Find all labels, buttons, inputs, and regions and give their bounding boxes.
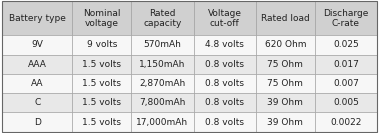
Bar bbox=[315, 35, 377, 55]
Bar bbox=[131, 1, 194, 35]
Bar bbox=[194, 112, 256, 132]
Text: 0.8 volts: 0.8 volts bbox=[205, 60, 244, 69]
Text: 9V: 9V bbox=[31, 40, 43, 49]
Text: 1.5 volts: 1.5 volts bbox=[82, 98, 121, 107]
Bar bbox=[315, 55, 377, 74]
Bar bbox=[315, 74, 377, 93]
Text: 2,870mAh: 2,870mAh bbox=[139, 79, 185, 88]
Text: D: D bbox=[34, 118, 41, 126]
Text: 0.005: 0.005 bbox=[333, 98, 359, 107]
Bar bbox=[256, 1, 315, 35]
Text: Nominal
voltage: Nominal voltage bbox=[83, 9, 121, 28]
Text: AA: AA bbox=[31, 79, 44, 88]
Text: AAA: AAA bbox=[28, 60, 47, 69]
Text: 9 volts: 9 volts bbox=[86, 40, 117, 49]
Bar bbox=[131, 112, 194, 132]
Text: 0.025: 0.025 bbox=[333, 40, 359, 49]
Bar bbox=[194, 1, 256, 35]
Text: 1.5 volts: 1.5 volts bbox=[82, 60, 121, 69]
Bar bbox=[2, 74, 72, 93]
Bar bbox=[131, 55, 194, 74]
Bar bbox=[315, 93, 377, 112]
Bar bbox=[2, 93, 72, 112]
Text: 39 Ohm: 39 Ohm bbox=[267, 118, 303, 126]
Bar bbox=[2, 1, 72, 35]
Bar bbox=[315, 112, 377, 132]
Bar bbox=[72, 55, 131, 74]
Text: 0.0022: 0.0022 bbox=[330, 118, 362, 126]
Bar bbox=[256, 93, 315, 112]
Bar bbox=[72, 93, 131, 112]
Bar bbox=[256, 55, 315, 74]
Text: 1.5 volts: 1.5 volts bbox=[82, 79, 121, 88]
Text: 39 Ohm: 39 Ohm bbox=[267, 98, 303, 107]
Text: Rated
capacity: Rated capacity bbox=[143, 9, 182, 28]
Text: 0.8 volts: 0.8 volts bbox=[205, 118, 244, 126]
Bar bbox=[72, 35, 131, 55]
Text: C: C bbox=[34, 98, 40, 107]
Text: 1,150mAh: 1,150mAh bbox=[139, 60, 185, 69]
Text: Rated load: Rated load bbox=[261, 14, 310, 23]
Bar bbox=[256, 35, 315, 55]
Text: 17,000mAh: 17,000mAh bbox=[136, 118, 188, 126]
Bar bbox=[194, 93, 256, 112]
Bar bbox=[72, 112, 131, 132]
Text: Discharge
C-rate: Discharge C-rate bbox=[323, 9, 368, 28]
Text: Battery type: Battery type bbox=[9, 14, 66, 23]
Text: Voltage
cut-off: Voltage cut-off bbox=[208, 9, 242, 28]
Text: 75 Ohm: 75 Ohm bbox=[267, 79, 303, 88]
Bar bbox=[2, 35, 72, 55]
Bar bbox=[194, 55, 256, 74]
Bar bbox=[72, 74, 131, 93]
Bar bbox=[131, 35, 194, 55]
Bar bbox=[194, 35, 256, 55]
Bar bbox=[72, 1, 131, 35]
Text: 4.8 volts: 4.8 volts bbox=[205, 40, 244, 49]
Text: 0.017: 0.017 bbox=[333, 60, 359, 69]
Text: 7,800mAh: 7,800mAh bbox=[139, 98, 185, 107]
Text: 0.8 volts: 0.8 volts bbox=[205, 98, 244, 107]
Text: 75 Ohm: 75 Ohm bbox=[267, 60, 303, 69]
Text: 0.007: 0.007 bbox=[333, 79, 359, 88]
Bar bbox=[194, 74, 256, 93]
Text: 570mAh: 570mAh bbox=[143, 40, 181, 49]
Text: 620 Ohm: 620 Ohm bbox=[265, 40, 306, 49]
Bar bbox=[2, 112, 72, 132]
Text: 0.8 volts: 0.8 volts bbox=[205, 79, 244, 88]
Text: 1.5 volts: 1.5 volts bbox=[82, 118, 121, 126]
Bar bbox=[2, 55, 72, 74]
Bar bbox=[131, 74, 194, 93]
Bar bbox=[315, 1, 377, 35]
Bar bbox=[256, 112, 315, 132]
Bar bbox=[256, 74, 315, 93]
Bar bbox=[131, 93, 194, 112]
